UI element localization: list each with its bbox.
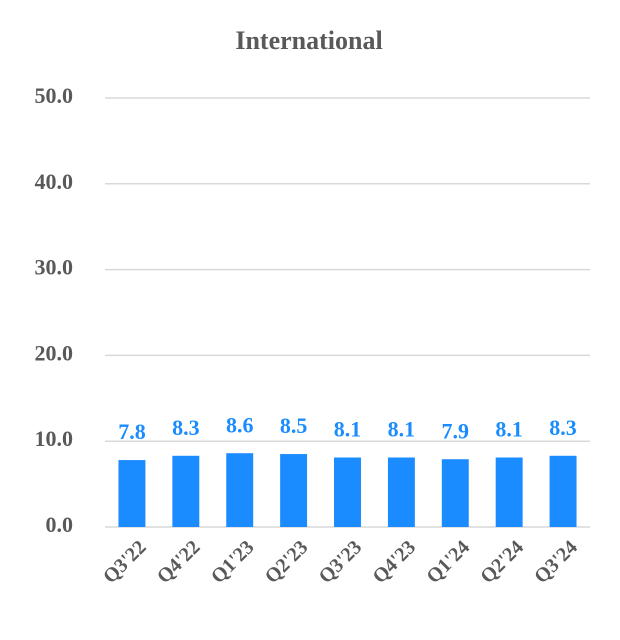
x-tick-label: Q4'23 bbox=[368, 536, 420, 588]
y-tick-label: 30.0 bbox=[35, 255, 74, 280]
bar bbox=[495, 457, 523, 527]
data-label: 8.5 bbox=[280, 413, 308, 438]
y-tick-label: 40.0 bbox=[35, 169, 74, 194]
bar bbox=[387, 457, 415, 527]
bar bbox=[172, 455, 200, 527]
x-tick-label: Q1'24 bbox=[422, 536, 474, 588]
bar bbox=[441, 459, 469, 527]
data-label: 8.6 bbox=[226, 412, 254, 437]
data-label: 7.8 bbox=[118, 419, 146, 444]
data-label: 7.9 bbox=[442, 418, 470, 443]
x-tick-label: Q1'23 bbox=[207, 536, 259, 588]
y-tick-label: 20.0 bbox=[35, 340, 74, 365]
bar bbox=[118, 460, 146, 527]
x-tick-label: Q3'24 bbox=[530, 536, 582, 588]
data-label: 8.3 bbox=[172, 415, 200, 440]
y-tick-label: 0.0 bbox=[46, 512, 74, 537]
data-label: 8.1 bbox=[334, 417, 362, 442]
data-label: 8.3 bbox=[549, 415, 577, 440]
x-tick-label: Q3'23 bbox=[315, 536, 367, 588]
y-tick-label: 10.0 bbox=[35, 426, 74, 451]
data-label: 8.1 bbox=[495, 417, 523, 442]
chart-title: International bbox=[235, 26, 382, 55]
bar bbox=[280, 454, 308, 527]
bar bbox=[334, 457, 361, 527]
bar bbox=[549, 455, 577, 527]
x-tick-label: Q2'24 bbox=[476, 536, 528, 588]
y-tick-label: 50.0 bbox=[35, 83, 74, 108]
data-label: 8.1 bbox=[388, 417, 416, 442]
x-tick-label: Q2'23 bbox=[261, 536, 313, 588]
bar bbox=[226, 453, 254, 527]
x-tick-label: Q4'22 bbox=[153, 536, 205, 588]
x-tick-label: Q3'22 bbox=[99, 536, 151, 588]
